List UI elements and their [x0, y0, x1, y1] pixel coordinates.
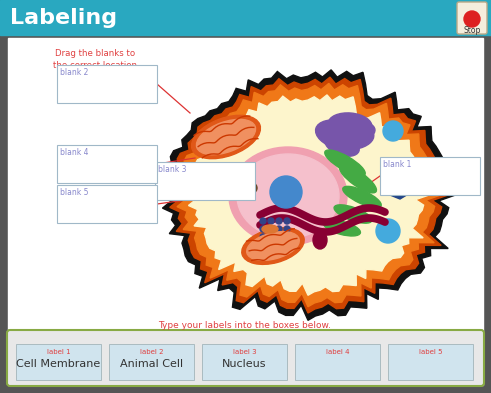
- FancyBboxPatch shape: [7, 330, 484, 386]
- Circle shape: [284, 242, 290, 248]
- Circle shape: [268, 218, 274, 224]
- Circle shape: [260, 234, 266, 240]
- Text: label 2: label 2: [140, 349, 163, 355]
- Circle shape: [276, 242, 282, 248]
- Ellipse shape: [242, 228, 304, 264]
- Ellipse shape: [324, 220, 360, 236]
- Text: label 3: label 3: [233, 349, 256, 355]
- Polygon shape: [185, 95, 429, 295]
- Bar: [295, 344, 380, 380]
- Circle shape: [464, 11, 480, 27]
- Circle shape: [284, 226, 290, 232]
- Circle shape: [383, 121, 403, 141]
- Ellipse shape: [246, 231, 300, 261]
- Ellipse shape: [336, 127, 374, 149]
- Polygon shape: [173, 83, 441, 307]
- Ellipse shape: [262, 225, 278, 233]
- Text: label 5: label 5: [419, 349, 442, 355]
- Circle shape: [268, 234, 274, 240]
- Ellipse shape: [343, 186, 381, 208]
- Ellipse shape: [196, 119, 256, 154]
- Text: Drag the blanks to
the correct location
on the image.: Drag the blanks to the correct location …: [53, 49, 137, 82]
- Ellipse shape: [237, 154, 339, 238]
- Bar: [8, 38, 483, 331]
- Text: blank 3: blank 3: [158, 165, 187, 174]
- Bar: [380, 157, 480, 195]
- Ellipse shape: [191, 115, 260, 159]
- Text: Nucleus: Nucleus: [222, 359, 267, 369]
- Ellipse shape: [235, 180, 257, 195]
- Bar: [0, 0, 491, 35]
- Text: blank 5: blank 5: [60, 188, 88, 197]
- Ellipse shape: [345, 122, 375, 140]
- Circle shape: [276, 234, 282, 240]
- Text: Type your labels into the boxes below.: Type your labels into the boxes below.: [159, 321, 331, 331]
- Bar: [388, 344, 473, 380]
- Circle shape: [260, 226, 266, 232]
- Ellipse shape: [328, 113, 372, 137]
- Text: blank 1: blank 1: [383, 160, 411, 169]
- Circle shape: [284, 218, 290, 224]
- Polygon shape: [165, 77, 448, 313]
- Circle shape: [376, 219, 400, 243]
- Bar: [16, 344, 101, 380]
- Circle shape: [260, 242, 266, 248]
- Text: blank 2: blank 2: [60, 68, 88, 77]
- Ellipse shape: [325, 134, 359, 156]
- Ellipse shape: [316, 120, 364, 150]
- Circle shape: [268, 226, 274, 232]
- Circle shape: [268, 242, 274, 248]
- Circle shape: [270, 176, 302, 208]
- Circle shape: [276, 226, 282, 232]
- Ellipse shape: [340, 165, 377, 193]
- Text: Stop: Stop: [464, 26, 481, 35]
- Ellipse shape: [325, 150, 365, 176]
- Circle shape: [276, 218, 282, 224]
- Bar: [57, 145, 157, 183]
- Text: Animal Cell: Animal Cell: [120, 359, 183, 369]
- Bar: [57, 185, 157, 223]
- Ellipse shape: [334, 205, 372, 223]
- FancyBboxPatch shape: [457, 2, 487, 34]
- Ellipse shape: [229, 147, 347, 245]
- Text: label 1: label 1: [47, 349, 70, 355]
- Text: label 4: label 4: [326, 349, 349, 355]
- Bar: [109, 344, 194, 380]
- Bar: [202, 344, 287, 380]
- Text: blank 4: blank 4: [60, 148, 88, 157]
- Circle shape: [260, 218, 266, 224]
- Bar: [8, 333, 483, 385]
- Ellipse shape: [313, 231, 327, 249]
- Circle shape: [284, 234, 290, 240]
- Text: Cell Membrane: Cell Membrane: [16, 359, 101, 369]
- Text: Labeling: Labeling: [10, 7, 117, 28]
- Polygon shape: [387, 173, 412, 199]
- Bar: [57, 65, 157, 103]
- Polygon shape: [158, 70, 456, 320]
- Bar: [155, 162, 255, 200]
